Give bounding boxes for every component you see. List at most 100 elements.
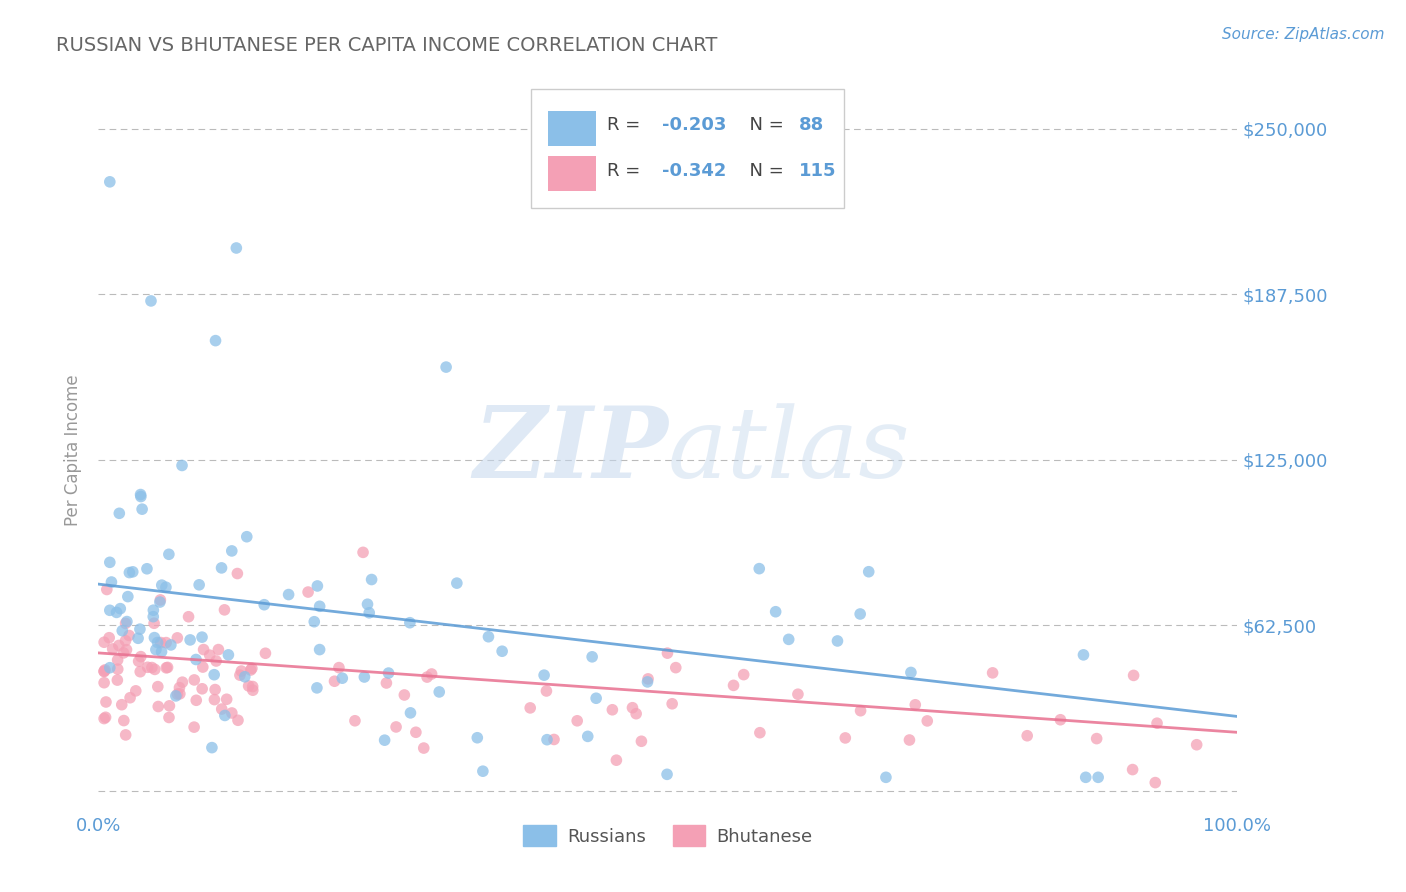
Point: [204, 334, 226, 348]
Text: Source: ZipAtlas.com: Source: ZipAtlas.com: [1222, 27, 1385, 42]
Point: [98, 631, 121, 645]
Point: [170, 458, 193, 473]
Point: [101, 641, 124, 656]
Point: [733, 667, 755, 681]
Point: [297, 585, 319, 599]
Point: [93, 712, 115, 726]
Point: [146, 635, 169, 649]
Point: [661, 697, 683, 711]
Point: [131, 502, 153, 516]
Point: [156, 660, 179, 674]
Point: [399, 615, 422, 630]
Point: [121, 565, 143, 579]
Point: [136, 562, 159, 576]
Point: [105, 606, 128, 620]
Point: [239, 663, 262, 677]
Point: [108, 639, 131, 653]
Point: [111, 698, 134, 712]
Point: [254, 646, 277, 660]
Point: [323, 674, 346, 689]
Point: [149, 593, 172, 607]
Point: [201, 740, 224, 755]
Point: [374, 733, 396, 747]
Point: [143, 662, 166, 676]
Point: [107, 662, 129, 676]
FancyBboxPatch shape: [531, 89, 845, 209]
Point: [240, 661, 263, 675]
Point: [665, 660, 688, 674]
Point: [186, 693, 208, 707]
Point: [305, 681, 328, 695]
Point: [96, 582, 118, 597]
Point: [169, 681, 191, 695]
Point: [630, 734, 652, 748]
Text: 115: 115: [799, 161, 837, 180]
Point: [191, 660, 214, 674]
Point: [148, 699, 170, 714]
Point: [1122, 668, 1144, 682]
Point: [1017, 729, 1039, 743]
Point: [149, 595, 172, 609]
Point: [898, 733, 921, 747]
FancyBboxPatch shape: [548, 156, 596, 191]
Point: [118, 566, 141, 580]
Point: [360, 573, 382, 587]
Point: [93, 675, 115, 690]
Point: [238, 679, 260, 693]
Point: [177, 609, 200, 624]
Point: [172, 675, 194, 690]
Point: [1087, 770, 1109, 784]
Point: [145, 642, 167, 657]
Point: [981, 665, 1004, 680]
Point: [105, 673, 128, 687]
Point: [215, 692, 238, 706]
Text: N =: N =: [738, 116, 790, 135]
Point: [179, 632, 201, 647]
Point: [543, 732, 565, 747]
Point: [602, 703, 624, 717]
Point: [94, 663, 117, 677]
Point: [155, 661, 177, 675]
Point: [114, 633, 136, 648]
Point: [491, 644, 513, 658]
Point: [748, 561, 770, 575]
Point: [142, 603, 165, 617]
Y-axis label: Per Capita Income: Per Capita Income: [65, 375, 83, 526]
Point: [165, 689, 187, 703]
Point: [108, 506, 131, 520]
Point: [420, 667, 443, 681]
Point: [125, 683, 148, 698]
Point: [637, 672, 659, 686]
Point: [377, 666, 399, 681]
Point: [1144, 775, 1167, 789]
Point: [858, 565, 880, 579]
Point: [412, 741, 434, 756]
Point: [849, 704, 872, 718]
Point: [157, 710, 180, 724]
Point: [100, 574, 122, 589]
Point: [1146, 716, 1168, 731]
Point: [343, 714, 366, 728]
Point: [204, 692, 226, 706]
Point: [159, 698, 181, 713]
Point: [93, 665, 115, 679]
Point: [328, 660, 350, 674]
Point: [191, 630, 214, 644]
Point: [330, 671, 353, 685]
Point: [233, 670, 256, 684]
Point: [98, 555, 121, 569]
Point: [446, 576, 468, 591]
Point: [111, 624, 134, 638]
Point: [231, 664, 253, 678]
Point: [193, 642, 215, 657]
Point: [778, 632, 800, 647]
Point: [394, 688, 416, 702]
Point: [434, 360, 457, 375]
Point: [139, 293, 162, 308]
Point: [112, 646, 135, 660]
Point: [352, 545, 374, 559]
Point: [849, 607, 872, 621]
Point: [114, 728, 136, 742]
Point: [128, 654, 150, 668]
Point: [353, 670, 375, 684]
